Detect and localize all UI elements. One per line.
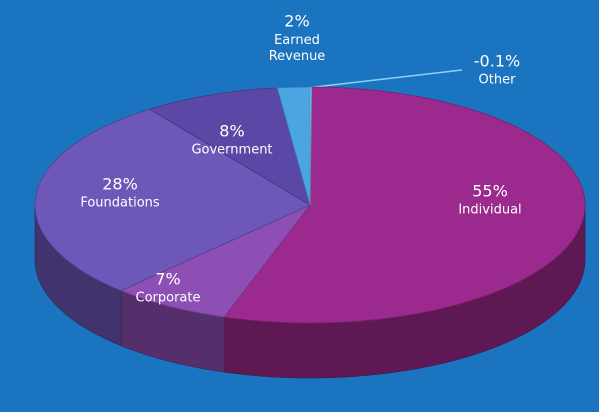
category-label: Foundations	[80, 196, 160, 211]
slice	[309, 86, 313, 206]
slice	[223, 86, 586, 324]
data-label: 28%	[102, 175, 138, 194]
category-label: Government	[191, 143, 272, 158]
category-label: Other	[479, 73, 517, 88]
data-label: 2%	[284, 12, 309, 31]
category-label: Earned Revenue	[269, 33, 326, 64]
leader-line	[305, 69, 463, 89]
data-label: 55%	[472, 182, 508, 201]
category-label: Individual	[458, 203, 521, 218]
slice	[34, 108, 311, 292]
data-label: -0.1%	[474, 52, 520, 71]
data-label: 7%	[155, 270, 180, 289]
slice	[148, 87, 311, 206]
category-label: Corporate	[136, 291, 201, 306]
data-label: 8%	[219, 122, 244, 141]
slice	[119, 204, 311, 318]
